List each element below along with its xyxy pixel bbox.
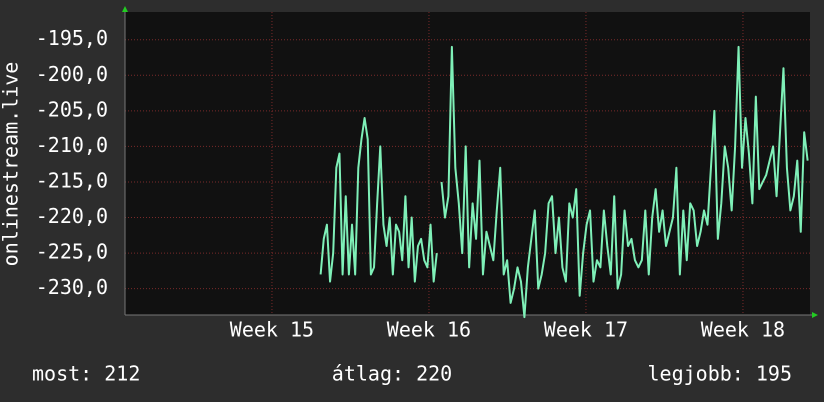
y-tick-label: -195,0 xyxy=(36,26,108,50)
y-tick-label: -220,0 xyxy=(36,204,108,228)
plot-area xyxy=(125,12,810,315)
x-tick-label: Week 18 xyxy=(701,318,785,342)
x-tick-label: Week 17 xyxy=(544,318,628,342)
current-value: most: 212 xyxy=(32,362,140,386)
y-axis-label: onlinestream.live xyxy=(0,62,23,267)
y-tick-label: -225,0 xyxy=(36,240,108,264)
y-tick-label: -205,0 xyxy=(36,97,108,121)
y-tick-label: -215,0 xyxy=(36,168,108,192)
average-value: átlag: 220 xyxy=(332,362,452,386)
best-value: legjobb: 195 xyxy=(648,362,793,386)
y-tick-label: -200,0 xyxy=(36,62,108,86)
x-axis-arrow xyxy=(812,312,818,318)
y-tick-label: -230,0 xyxy=(36,275,108,299)
x-tick-label: Week 16 xyxy=(387,318,471,342)
y-tick-label: -210,0 xyxy=(36,133,108,157)
x-tick-label: Week 15 xyxy=(230,318,314,342)
data-line xyxy=(319,45,809,319)
y-axis-arrow xyxy=(122,6,128,12)
